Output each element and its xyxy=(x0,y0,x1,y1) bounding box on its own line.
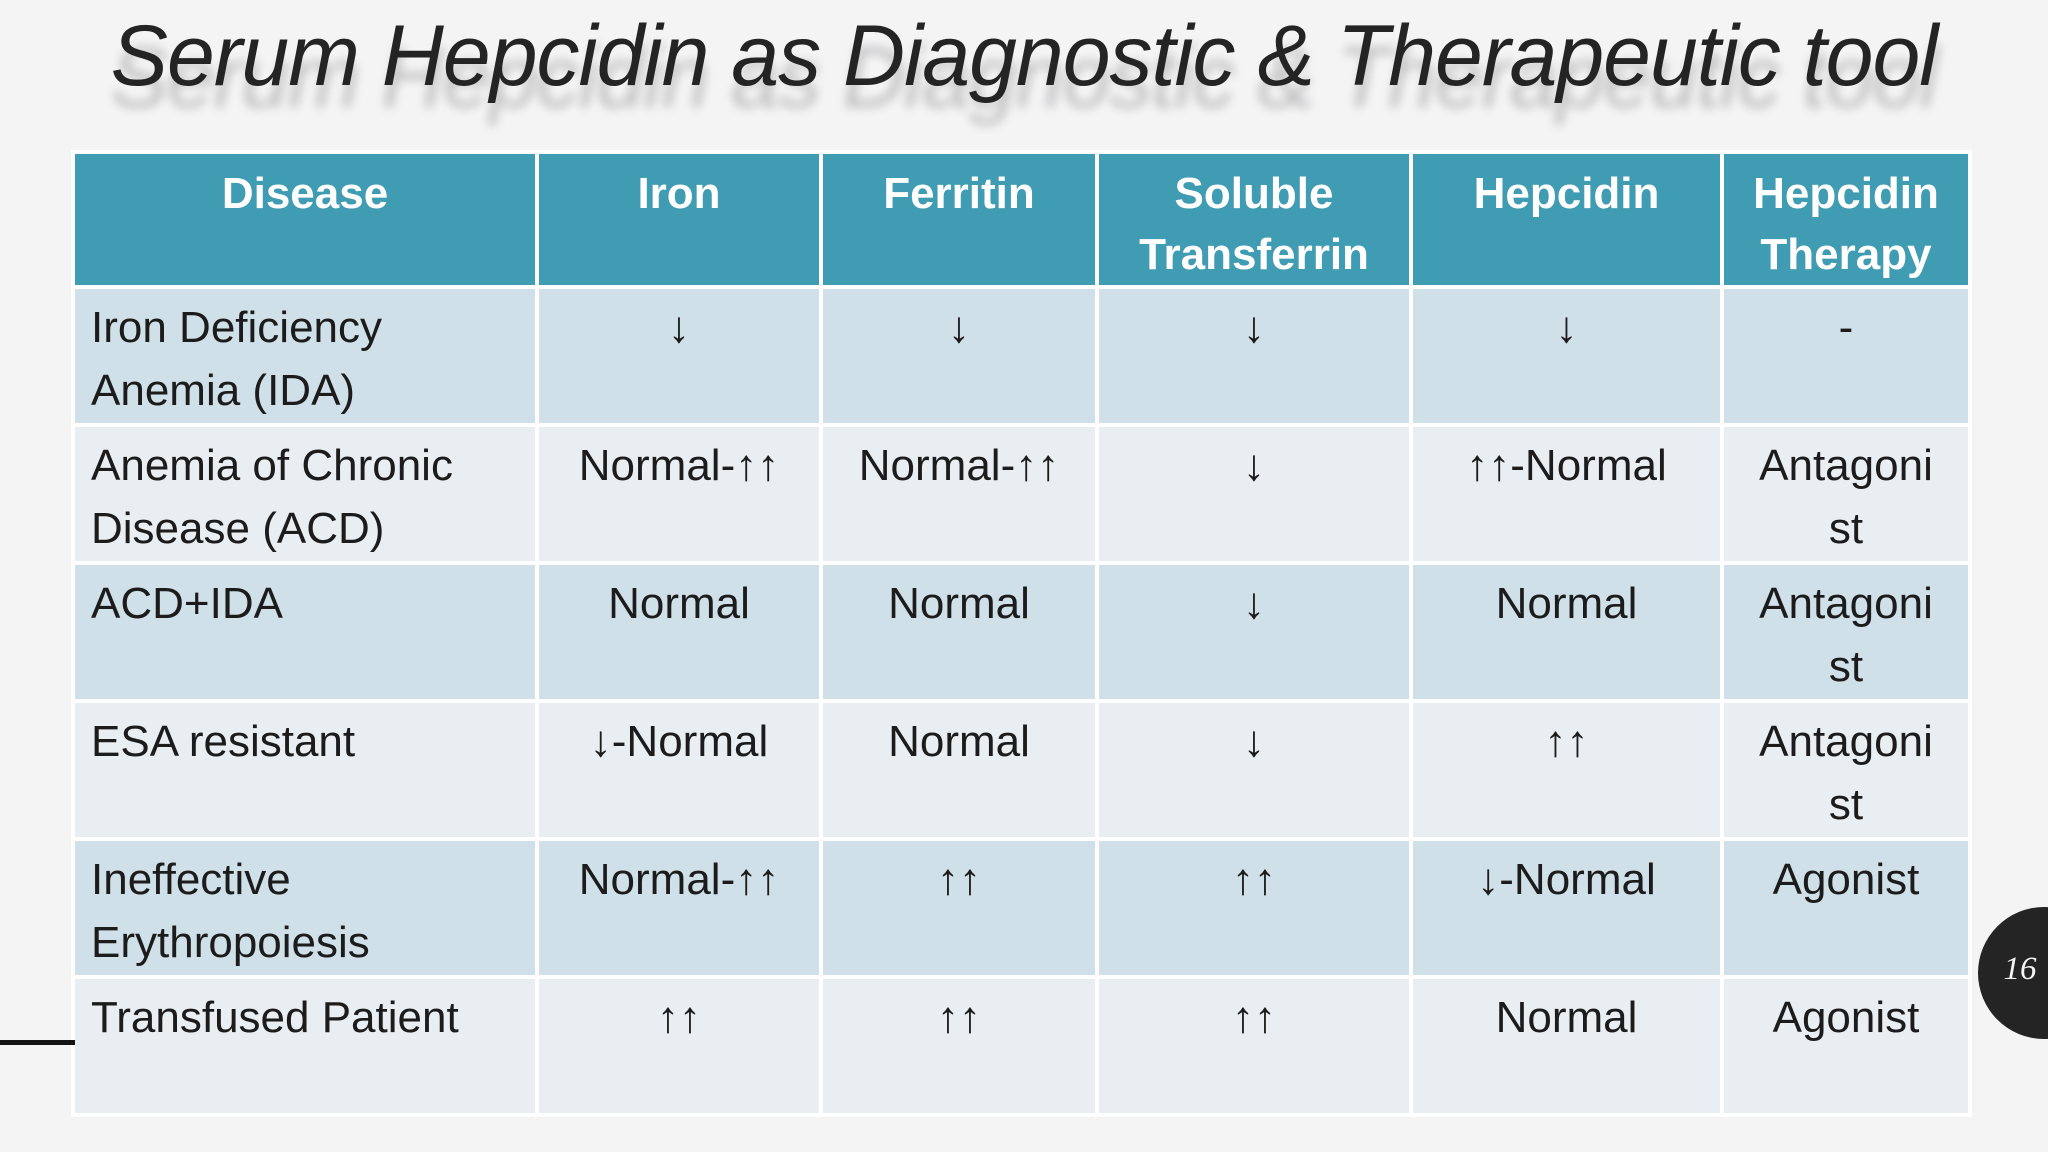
table-row-transfused-patient: Transfused Patient ↑↑ ↑↑ ↑↑ Normal Agoni… xyxy=(75,979,1968,1114)
cell-ferritin: ↑↑ xyxy=(823,841,1095,976)
cell-therapy: Antagonist xyxy=(1724,703,1968,838)
cell-therapy: Antagonist xyxy=(1724,427,1968,562)
cell-iron: Normal-↑↑ xyxy=(539,427,819,562)
cell-ferritin: Normal-↑↑ xyxy=(823,427,1095,562)
cell-hepcidin: Normal xyxy=(1413,979,1720,1114)
table-row-ida: Iron Deficiency Anemia (IDA) ↓ ↓ ↓ ↓ - xyxy=(75,289,1968,424)
cell-disease: Iron Deficiency Anemia (IDA) xyxy=(75,289,535,424)
cell-ferritin: ↑↑ xyxy=(823,979,1095,1114)
col-header-hepcidin: Hepcidin xyxy=(1413,154,1720,286)
cell-soluble-transferrin: ↓ xyxy=(1099,289,1409,424)
page-number: 16 xyxy=(2003,951,2037,987)
cell-soluble-transferrin: ↓ xyxy=(1099,703,1409,838)
cell-therapy: - xyxy=(1724,289,1968,424)
cell-hepcidin: Normal xyxy=(1413,565,1720,700)
cell-therapy: Agonist xyxy=(1724,841,1968,976)
cell-disease: ESA resistant xyxy=(75,703,535,838)
col-header-soluble-transferrin: Soluble Transferrin xyxy=(1099,154,1409,286)
table-row-acd-ida: ACD+IDA Normal Normal ↓ Normal Antagonis… xyxy=(75,565,1968,700)
cell-iron: Normal-↑↑ xyxy=(539,841,819,976)
page-title: Serum Hepcidin as Diagnostic & Therapeut… xyxy=(110,8,1939,104)
cell-iron: ↓ xyxy=(539,289,819,424)
cell-soluble-transferrin: ↓ xyxy=(1099,427,1409,562)
cell-disease: ACD+IDA xyxy=(75,565,535,700)
cell-hepcidin: ↓-Normal xyxy=(1413,841,1720,976)
table-row-esa-resistant: ESA resistant ↓-Normal Normal ↓ ↑↑ Antag… xyxy=(75,703,1968,838)
cell-disease: Ineffective Erythropoiesis xyxy=(75,841,535,976)
cell-therapy: Agonist xyxy=(1724,979,1968,1114)
cell-hepcidin: ↑↑-Normal xyxy=(1413,427,1720,562)
bottom-left-accent-line xyxy=(0,1040,75,1045)
cell-ferritin: ↓ xyxy=(823,289,1095,424)
cell-disease: Anemia of Chronic Disease (ACD) xyxy=(75,427,535,562)
col-header-ferritin: Ferritin xyxy=(823,154,1095,286)
cell-hepcidin: ↓ xyxy=(1413,289,1720,424)
table-header-row: Disease Iron Ferritin Soluble Transferri… xyxy=(75,154,1968,286)
cell-disease: Transfused Patient xyxy=(75,979,535,1114)
cell-iron: ↑↑ xyxy=(539,979,819,1114)
cell-ferritin: Normal xyxy=(823,703,1095,838)
col-header-disease: Disease xyxy=(75,154,535,286)
table-row-ineffective-erythropoiesis: Ineffective Erythropoiesis Normal-↑↑ ↑↑ … xyxy=(75,841,1968,976)
hepcidin-table: Disease Iron Ferritin Soluble Transferri… xyxy=(71,150,1972,1118)
cell-therapy: Antagonist xyxy=(1724,565,1968,700)
cell-soluble-transferrin: ↑↑ xyxy=(1099,841,1409,976)
cell-hepcidin: ↑↑ xyxy=(1413,703,1720,838)
cell-ferritin: Normal xyxy=(823,565,1095,700)
cell-soluble-transferrin: ↑↑ xyxy=(1099,979,1409,1114)
cell-iron: Normal xyxy=(539,565,819,700)
col-header-hepcidin-therapy: Hepcidin Therapy xyxy=(1724,154,1968,286)
cell-iron: ↓-Normal xyxy=(539,703,819,838)
cell-soluble-transferrin: ↓ xyxy=(1099,565,1409,700)
col-header-iron: Iron xyxy=(539,154,819,286)
table-row-acd: Anemia of Chronic Disease (ACD) Normal-↑… xyxy=(75,427,1968,562)
